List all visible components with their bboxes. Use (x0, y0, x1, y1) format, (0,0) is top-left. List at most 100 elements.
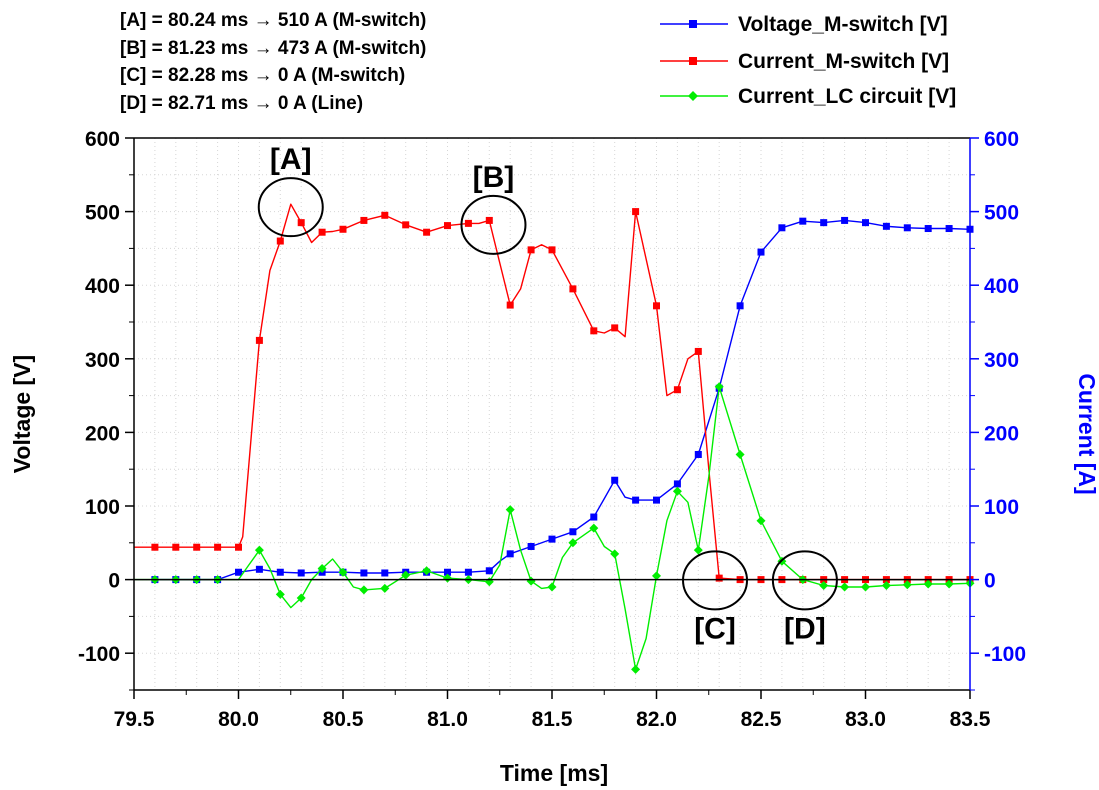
series-point-1 (381, 211, 389, 219)
series-point-1 (360, 216, 368, 224)
annotation-block: [A] = 80.24 ms → 510 A (M-switch) [B] = … (120, 10, 426, 114)
series-point-1 (276, 237, 284, 245)
series-point-2 (840, 582, 850, 592)
annotation-line-b: [B] = 81.23 ms → 473 A (M-switch) (120, 38, 426, 59)
series-point-0 (235, 568, 242, 576)
series-point-0 (548, 535, 556, 543)
series-point-2 (693, 545, 703, 555)
series-point-0 (464, 568, 472, 576)
series-line-2 (134, 386, 971, 671)
series-point-1 (694, 347, 702, 355)
legend-current-label: Current_M-switch [V] (738, 50, 949, 73)
callout-circle-3 (771, 550, 838, 611)
y-left-tick-label: 500 (85, 202, 120, 225)
series-point-0 (569, 528, 577, 536)
series-point-0 (799, 217, 807, 225)
series-point-1 (485, 216, 493, 224)
series-point-0 (882, 222, 890, 230)
series-point-2 (505, 505, 515, 515)
legend-lc-label: Current_LC circuit [V] (738, 85, 956, 108)
x-tick-label: 80.0 (218, 708, 259, 731)
series-point-1 (423, 228, 431, 236)
annotation-line-a: [A] = 80.24 ms → 510 A (M-switch) (120, 10, 426, 31)
series-point-2 (672, 486, 682, 496)
series-point-1 (569, 285, 577, 293)
annotation-line-c: [C] = 82.28 ms → 0 A (M-switch) (120, 65, 405, 86)
series-point-2 (275, 589, 285, 599)
series-point-0 (903, 224, 911, 232)
series-point-2 (401, 570, 411, 580)
series-point-2 (881, 580, 891, 590)
series-layer (134, 203, 975, 674)
axes: 79.5 80.0 80.5 81.0 81.5 82.0 82.5 83.0 83.5 -100… (78, 128, 1026, 731)
y-right-tick-label: 600 (984, 128, 1019, 151)
y-axis-left-title: Voltage [V] (9, 355, 35, 473)
series-point-1 (402, 221, 410, 229)
series-point-0 (862, 219, 869, 227)
series-point-0 (924, 225, 932, 233)
legend-current-marker (689, 57, 697, 65)
series-point-1 (193, 543, 201, 551)
series-point-2 (484, 577, 494, 587)
callout-label-3: [D] (784, 612, 826, 645)
series-point-0 (611, 476, 619, 484)
series-point-2 (652, 571, 661, 581)
series-point-0 (255, 565, 263, 573)
series-point-2 (296, 593, 306, 603)
series-point-1 (172, 543, 180, 551)
legend-voltage-marker (689, 20, 697, 28)
y-left-tick-label: 600 (85, 128, 120, 151)
x-tick-label: 82.0 (636, 708, 677, 731)
series-point-1 (464, 219, 472, 227)
series-point-0 (485, 567, 493, 575)
series-point-0 (778, 224, 786, 232)
y-left-tick-label: 300 (85, 349, 120, 372)
series-point-0 (945, 225, 953, 233)
callout-label-2: [C] (694, 612, 736, 645)
y-right-tick-label: -100 (984, 643, 1026, 666)
x-tick-label: 80.5 (323, 708, 364, 731)
y-left-tick-label: 400 (85, 275, 120, 298)
series-point-1 (339, 225, 347, 233)
x-tick-label: 82.5 (741, 708, 782, 731)
series-point-0 (381, 569, 389, 577)
legend: Voltage_M-switch [V] Current_M-switch [V… (660, 13, 956, 108)
callout-circle-0 (257, 177, 324, 238)
series-point-1 (214, 543, 222, 551)
series-point-0 (360, 569, 368, 577)
series-point-0 (444, 568, 451, 576)
series-point-2 (610, 549, 620, 559)
series-point-0 (653, 496, 660, 504)
legend-voltage-label: Voltage_M-switch [V] (738, 13, 948, 36)
series-point-2 (422, 566, 432, 576)
series-point-2 (547, 582, 557, 592)
series-point-2 (631, 664, 641, 674)
series-point-1 (297, 219, 305, 227)
series-point-2 (526, 576, 536, 586)
series-point-2 (317, 564, 327, 574)
series-point-0 (506, 550, 514, 558)
series-point-0 (673, 480, 681, 488)
series-point-2 (944, 579, 954, 589)
callout-circle-1 (460, 194, 527, 255)
series-point-0 (297, 569, 305, 577)
series-point-1 (444, 222, 451, 230)
series-point-1 (715, 574, 723, 582)
y-left-tick-label: 0 (108, 570, 120, 593)
series-point-1 (590, 327, 598, 335)
series-point-0 (632, 496, 640, 504)
series-point-2 (254, 545, 264, 555)
y-right-tick-label: 300 (984, 349, 1019, 372)
series-point-2 (756, 516, 766, 526)
series-point-2 (902, 580, 912, 590)
series-point-0 (590, 513, 598, 521)
y-right-tick-label: 500 (984, 202, 1019, 225)
series-line-0 (154, 219, 971, 581)
series-point-2 (923, 579, 933, 589)
y-axis-right-title: Current [A] (1074, 373, 1099, 494)
series-point-2 (819, 580, 829, 590)
series-point-0 (736, 302, 744, 310)
series-point-0 (694, 450, 702, 458)
series-point-0 (820, 219, 828, 227)
callout-circle-2 (682, 550, 749, 611)
